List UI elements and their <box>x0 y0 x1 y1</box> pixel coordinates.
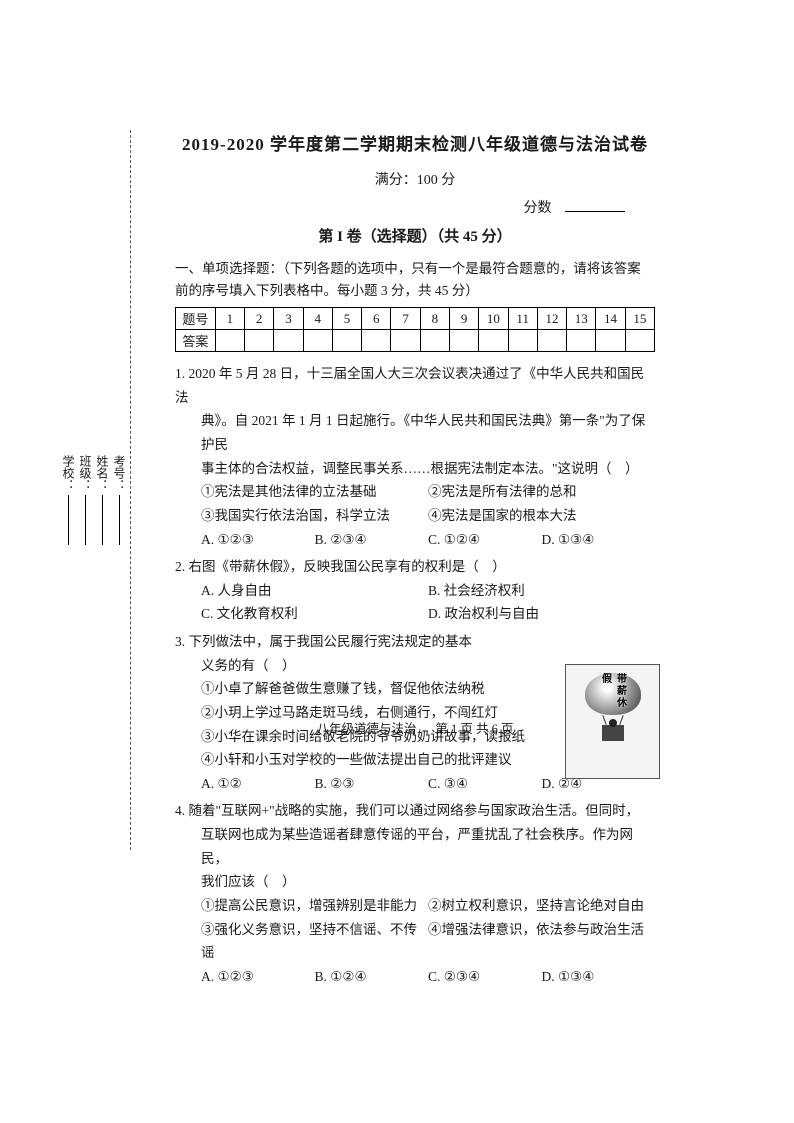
q2-opt-c: C. 文化教育权利 <box>201 602 428 626</box>
binding-line <box>130 130 131 850</box>
score-label: 分数 <box>524 201 552 216</box>
instruction: 一、单项选择题：（下列各题的选项中，只有一个是最符合题意的，请将该答案 前的序号… <box>175 258 655 301</box>
binding-label-name: 姓名： <box>94 455 111 491</box>
table-col: 5 <box>332 308 361 330</box>
page-footer: 八年级道德与法治 第 1 页 共 6 页 <box>175 718 655 737</box>
q1-stem3: 事主体的合法权益，调整民事关系……根据宪法制定本法。"这说明（ ） <box>175 457 655 481</box>
table-col: 7 <box>391 308 420 330</box>
exam-title: 2019-2020 学年度第二学期期末检测八年级道德与法治试卷 <box>175 130 655 155</box>
q2-stem: 右图《带薪休假》，反映我国公民享有的权利是（ ） <box>189 559 506 574</box>
table-col: 12 <box>537 308 566 330</box>
table-row: 答案 <box>176 330 655 352</box>
answer-cell[interactable] <box>303 330 332 352</box>
q4-s4: ④增强法律意识，依法参与政治生活 <box>428 918 655 965</box>
footer-subject: 八年级道德与法治 <box>317 722 417 736</box>
q1-s4: ④宪法是国家的根本大法 <box>428 504 655 528</box>
q2-opt-d: D. 政治权利与自由 <box>428 602 655 626</box>
q3-opt-a: A. ①② <box>201 772 315 796</box>
table-col: 6 <box>362 308 391 330</box>
table-col: 2 <box>245 308 274 330</box>
q4-opt-a: A. ①②③ <box>201 965 315 989</box>
q1-stem2: 典》。自 2021 年 1 月 1 日起施行。《中华人民共和国民法典》第一条"为… <box>175 409 655 456</box>
answer-cell[interactable] <box>420 330 449 352</box>
answer-cell[interactable] <box>245 330 274 352</box>
footer-page: 第 1 页 共 6 页 <box>435 722 513 736</box>
q4-opt-d: D. ①③④ <box>542 965 656 989</box>
q4-s2: ②树立权利意识，坚持言论绝对自由 <box>428 894 655 918</box>
binding-label-class: 班级： <box>77 455 94 491</box>
q1-opt-a: A. ①②③ <box>201 528 315 552</box>
q1-s3: ③我国实行依法治国，科学立法 <box>201 504 428 528</box>
q1-opt-b: B. ②③④ <box>315 528 429 552</box>
exam-page: 2019-2020 学年度第二学期期末检测八年级道德与法治试卷 满分：100 分… <box>175 130 655 992</box>
q1-stem1: 2020 年 5 月 28 日，十三届全国人大三次会议表决通过了《中华人民共和国… <box>175 366 644 405</box>
q4-num: 4. <box>175 803 185 818</box>
q3-stem1: 下列做法中，属于我国公民履行宪法规定的基本 <box>189 634 473 649</box>
q4-stem3: 我们应该（ ） <box>175 870 655 894</box>
balloon-caption: 带薪休假 <box>598 673 628 715</box>
q3-num: 3. <box>175 634 185 649</box>
table-col: 14 <box>596 308 625 330</box>
q3-opt-c: C. ③④ <box>428 772 542 796</box>
answer-cell[interactable] <box>479 330 508 352</box>
answer-cell[interactable] <box>567 330 596 352</box>
score-row: 分数 <box>175 197 655 217</box>
q2-num: 2. <box>175 559 185 574</box>
answer-cell[interactable] <box>596 330 625 352</box>
q1-opt-d: D. ①③④ <box>542 528 656 552</box>
score-blank <box>565 211 625 212</box>
balloon-icon: 带薪休假 <box>585 673 641 715</box>
answer-cell[interactable] <box>625 330 654 352</box>
table-col: 4 <box>303 308 332 330</box>
table-row: 题号 1 2 3 4 5 6 7 8 9 10 11 12 13 14 15 <box>176 308 655 330</box>
q3-opt-b: B. ②③ <box>315 772 429 796</box>
table-answer-label: 答案 <box>176 330 216 352</box>
q4-s3: ③强化义务意识，坚持不信谣、不传谣 <box>201 918 428 965</box>
answer-cell[interactable] <box>449 330 478 352</box>
answer-cell[interactable] <box>508 330 537 352</box>
table-col: 8 <box>420 308 449 330</box>
q1-num: 1. <box>175 366 185 381</box>
table-col: 1 <box>215 308 244 330</box>
instruction-line1: 一、单项选择题：（下列各题的选项中，只有一个是最符合题意的，请将该答案 <box>175 258 655 280</box>
table-col: 15 <box>625 308 654 330</box>
instruction-line2: 前的序号填入下列表格中。每小题 3 分，共 45 分） <box>175 280 655 302</box>
q4-stem2: 互联网也成为某些造谣者肆意传谣的平台，严重扰乱了社会秩序。作为网民， <box>175 823 655 870</box>
answer-cell[interactable] <box>332 330 361 352</box>
table-col: 13 <box>567 308 596 330</box>
question-2: 2. 右图《带薪休假》，反映我国公民享有的权利是（ ） A. 人身自由 B. 社… <box>175 555 655 626</box>
table-header-label: 题号 <box>176 308 216 330</box>
answer-table: 题号 1 2 3 4 5 6 7 8 9 10 11 12 13 14 15 答… <box>175 307 655 352</box>
full-score: 满分：100 分 <box>175 169 655 189</box>
answer-cell[interactable] <box>215 330 244 352</box>
q4-s1: ①提高公民意识，增强辨别是非能力 <box>201 894 428 918</box>
q1-s2: ②宪法是所有法律的总和 <box>428 480 655 504</box>
question-4: 4. 随着"互联网+"战略的实施，我们可以通过网络参与国家政治生活。但同时， 互… <box>175 799 655 988</box>
q4-opt-c: C. ②③④ <box>428 965 542 989</box>
binding-label-exam: 考号： <box>111 455 128 491</box>
q2-opt-a: A. 人身自由 <box>201 579 428 603</box>
table-col: 3 <box>274 308 303 330</box>
answer-cell[interactable] <box>391 330 420 352</box>
q2-opt-b: B. 社会经济权利 <box>428 579 655 603</box>
section-title: 第 I 卷（选择题）（共 45 分） <box>175 225 655 246</box>
q1-s1: ①宪法是其他法律的立法基础 <box>201 480 428 504</box>
question-1: 1. 2020 年 5 月 28 日，十三届全国人大三次会议表决通过了《中华人民… <box>175 362 655 551</box>
binding-label-school: 学校： <box>60 455 77 491</box>
answer-cell[interactable] <box>274 330 303 352</box>
binding-labels: 考号： 姓名： 班级： 学校： <box>60 150 128 850</box>
q1-opt-c: C. ①②④ <box>428 528 542 552</box>
answer-cell[interactable] <box>362 330 391 352</box>
q4-stem1: 随着"互联网+"战略的实施，我们可以通过网络参与国家政治生活。但同时， <box>189 803 640 818</box>
q4-opt-b: B. ①②④ <box>315 965 429 989</box>
table-col: 10 <box>479 308 508 330</box>
table-col: 9 <box>449 308 478 330</box>
table-col: 11 <box>508 308 537 330</box>
answer-cell[interactable] <box>537 330 566 352</box>
